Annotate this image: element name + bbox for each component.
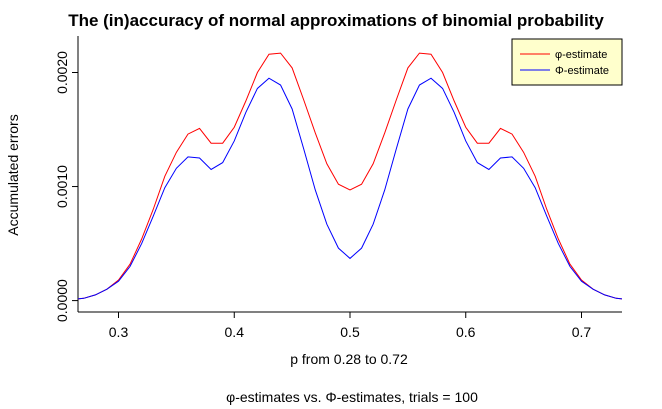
x-tick-label: 0.4 [225,324,245,340]
legend-box [511,38,623,86]
x-tick-label: 0.6 [456,324,476,340]
legend: φ-estimate Φ-estimate [511,38,623,86]
chart-subtitle: φ-estimates vs. Φ-estimates, trials = 10… [226,389,478,405]
y-tick-label: 0.0000 [54,279,70,322]
series-line-phi [78,52,622,300]
legend-label-Phi: Φ-estimate [555,65,609,77]
series-line-Phi [78,77,622,300]
x-axis-label: p from 0.28 to 0.72 [290,351,408,367]
y-ticks: 0.0000 0.0010 0.0020 [54,51,78,322]
x-tick-label: 0.3 [109,324,129,340]
chart-title: The (in)accuracy of normal approximation… [68,11,604,30]
legend-label-phi: φ-estimate [555,49,607,61]
x-ticks: 0.3 0.4 0.5 0.6 0.7 [109,312,592,340]
y-tick-label: 0.0010 [54,165,70,208]
y-axis-label: Accumulated errors [5,114,21,235]
x-tick-label: 0.7 [572,324,592,340]
x-tick-label: 0.5 [340,324,360,340]
y-tick-label: 0.0020 [54,51,70,94]
series-layer [78,52,622,300]
